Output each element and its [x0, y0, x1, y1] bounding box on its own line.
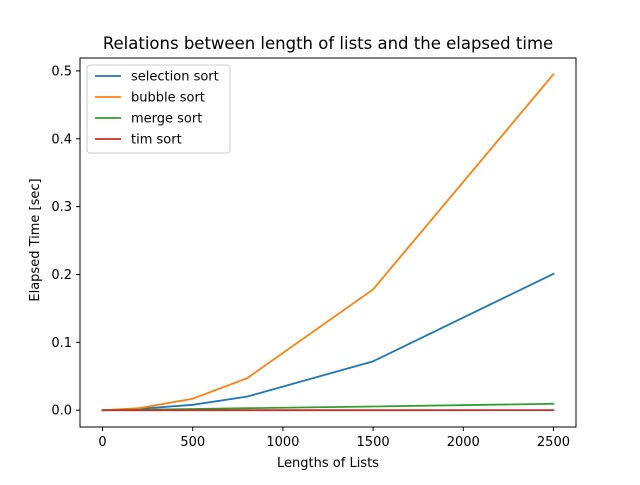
x-axis-label: Lengths of Lists: [277, 456, 379, 471]
legend-label: tim sort: [131, 133, 182, 148]
y-tick-label: 0.1: [51, 336, 72, 351]
x-tick-label: 0: [98, 435, 106, 450]
legend-label: selection sort: [131, 70, 219, 85]
y-tick-label: 0.5: [51, 64, 72, 79]
chart-title: Relations between length of lists and th…: [103, 34, 553, 53]
x-tick-label: 2500: [537, 435, 570, 450]
x-tick-label: 2000: [447, 435, 480, 450]
x-tick-label: 1000: [266, 435, 299, 450]
y-tick-label: 0.4: [51, 132, 72, 147]
y-tick-label: 0.0: [51, 404, 72, 419]
legend-label: bubble sort: [131, 91, 205, 106]
x-tick-label: 1500: [357, 435, 390, 450]
legend-label: merge sort: [131, 112, 202, 127]
y-axis-label: Elapsed Time [sec]: [28, 178, 43, 301]
x-tick-label: 500: [180, 435, 205, 450]
y-tick-label: 0.3: [51, 200, 72, 215]
y-tick-label: 0.2: [51, 268, 72, 283]
